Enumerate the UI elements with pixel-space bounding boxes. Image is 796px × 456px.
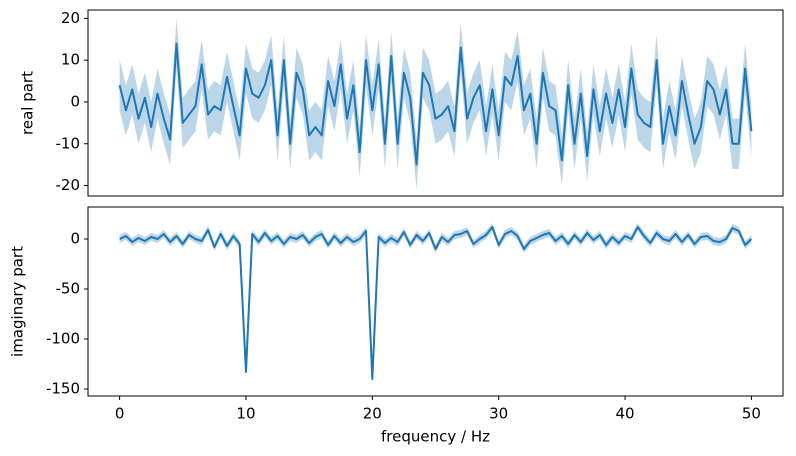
y-tick-label: 0: [70, 92, 80, 110]
x-tick-label: 20: [363, 405, 382, 423]
x-tick-label: 50: [742, 405, 761, 423]
line: [118, 42, 753, 166]
y-axis-label: imaginary part: [9, 246, 27, 357]
y-tick-label: -100: [46, 330, 80, 348]
y-tick-label: 10: [61, 51, 80, 69]
x-tick-label: 10: [236, 405, 255, 423]
y-tick-label: -10: [56, 134, 81, 152]
axes-frame: [87, 206, 784, 397]
x-tick-label: 0: [115, 405, 125, 423]
y-tick-label: 20: [61, 9, 80, 27]
x-axis-label: frequency / Hz: [381, 428, 490, 446]
error-band: [119, 18, 752, 190]
x-tick-label: 40: [615, 405, 634, 423]
y-tick-label: -50: [56, 280, 81, 298]
y-axis-label: real part: [19, 71, 37, 135]
y-tick-label: 0: [70, 230, 80, 248]
y-tick-label: -20: [56, 176, 81, 194]
error-band: [119, 223, 752, 383]
axes-frame: [87, 9, 784, 197]
y-tick-label: -150: [46, 380, 80, 398]
line: [119, 226, 753, 380]
x-tick-label: 30: [489, 405, 508, 423]
